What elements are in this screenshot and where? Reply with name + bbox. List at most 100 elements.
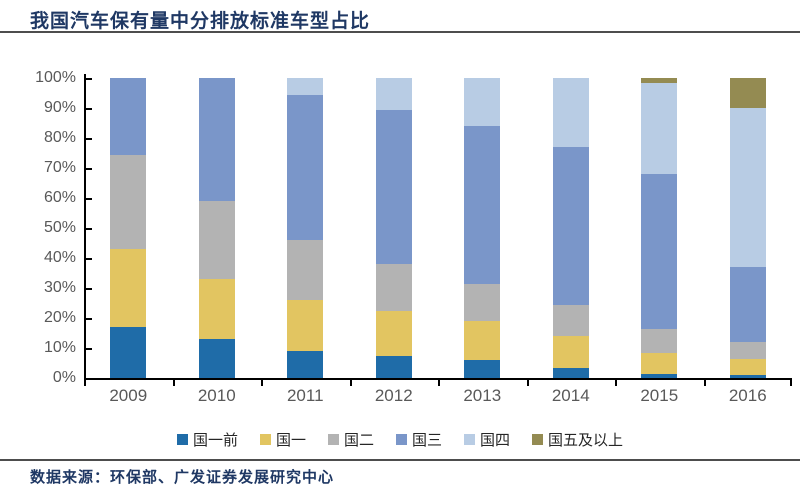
bar-2013 [464,78,501,378]
bar-2014 [552,78,589,378]
y-axis-tick [86,288,92,290]
bar-segment-国三 [641,174,678,329]
legend-item-国五及以上: 国五及以上 [532,429,623,450]
legend-label: 国三 [412,433,443,449]
y-axis-tick [86,318,92,320]
y-axis-tick [86,78,92,80]
bar-segment-国三 [198,78,235,201]
x-axis-tick [527,380,529,386]
legend-item-国一前: 国一前 [176,429,238,450]
legend-swatch-icon [327,434,339,445]
title-underline [0,31,800,33]
bar-segment-国一前 [198,339,235,378]
x-axis-tick [84,380,86,386]
y-axis-tick [86,228,92,230]
y-axis-tick-label: 0% [52,369,76,386]
bar-segment-国一 [110,249,147,327]
bar-segment-国一 [198,279,235,339]
x-axis-tick [438,380,440,386]
x-axis-tick [704,380,706,386]
bar-2010 [198,78,235,378]
legend-item-国二: 国二 [327,429,374,450]
y-axis-tick-label: 20% [43,309,76,326]
bar-segment-国三 [375,109,412,264]
bar-segment-国三 [110,78,147,155]
y-axis-tick-label: 60% [43,189,76,206]
x-axis-tick-label: 2013 [463,386,502,405]
bar-segment-国一前 [110,327,147,378]
legend-item-国四: 国四 [464,429,510,450]
x-axis-tick-label: 2016 [728,386,767,405]
bar-segment-国一 [641,352,678,374]
legend-label: 国二 [343,433,374,449]
bar-segment-国三 [287,94,324,240]
bar-segment-国二 [198,201,235,279]
bar-segment-国五及以上 [729,78,766,108]
bar-segment-国一前 [552,367,589,378]
bar-segment-国一 [552,336,589,368]
x-axis-tick-label: 2010 [197,386,236,405]
y-axis-tick-label: 70% [43,159,76,176]
x-axis-tick-label: 2015 [640,386,679,405]
y-axis-tick [86,168,92,170]
y-axis-tick-label: 40% [43,249,76,266]
bar-segment-国四 [375,78,412,110]
x-axis-tick-label: 2009 [109,386,148,405]
data-source-note: 数据来源：环保部、广发证券发展研究中心 [30,470,335,486]
legend-item-国三: 国三 [396,429,442,450]
bar-segment-国二 [552,304,589,336]
bar-2009 [110,78,147,378]
bar-2011 [287,78,324,378]
legend-swatch-icon [464,434,476,445]
legend-swatch-icon [396,434,407,445]
bar-segment-国四 [729,108,766,267]
bar-segment-国三 [552,147,589,305]
bar-segment-国二 [729,342,766,359]
x-axis-tick [790,380,792,386]
x-axis-tick [350,380,352,386]
y-axis-tick-label: 50% [43,219,76,236]
y-axis-tick [86,348,92,350]
bar-segment-国一前 [287,351,324,378]
x-axis-line [84,378,792,380]
y-axis-line [84,74,86,380]
y-axis-tick [86,198,92,200]
bar-2016 [729,78,766,378]
bar-segment-国五及以上 [641,78,678,83]
bar-segment-国二 [464,283,501,321]
y-axis-tick [86,258,92,260]
legend-swatch-icon [259,434,271,445]
stacked-bar-chart: 0% 10% 20% 30% 40% 50% 60% 70% 80% 90% 100% 2009 20… [35,69,792,405]
x-axis-tick [261,380,263,386]
bar-segment-国二 [287,240,324,300]
bar-2012 [375,78,412,378]
bar-segment-国三 [464,126,501,284]
y-axis-tick-label: 80% [43,129,76,146]
y-axis-tick-label: 10% [43,339,76,356]
x-axis-tick-label: 2012 [374,386,413,405]
chart-title: 我国汽车保有量中分排放标准车型占比 [30,11,371,32]
legend-label: 国四 [480,433,511,449]
x-axis-tick [615,380,617,386]
legend-swatch-icon [532,434,544,445]
bar-segment-国一 [464,321,501,360]
footer-divider [0,459,800,461]
bar-2015 [641,78,678,378]
bar-segment-国四 [287,78,324,95]
legend-label: 国一 [275,433,306,449]
bar-segment-国一前 [729,375,766,378]
y-axis-tick [86,108,92,110]
bar-segment-国一 [375,310,412,356]
x-axis-tick-label: 2014 [551,386,590,405]
bar-segment-国四 [641,82,678,174]
y-axis-tick-label: 100% [35,69,76,86]
bar-segment-国二 [110,154,147,249]
bar-segment-国一 [287,300,324,351]
chart-legend: 国一前 国一 国二 国三 国四 国五及以上 [0,429,800,450]
y-axis-tick-label: 30% [43,279,76,296]
bar-segment-国二 [375,264,412,311]
legend-label: 国五及以上 [548,433,624,449]
legend-item-国一: 国一 [259,429,306,450]
bar-segment-国一前 [641,373,678,378]
